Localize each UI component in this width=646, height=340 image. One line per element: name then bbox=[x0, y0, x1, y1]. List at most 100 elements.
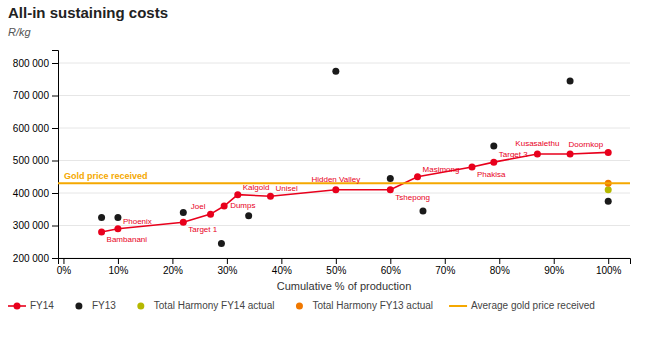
point-label: Kusasalethu bbox=[515, 139, 559, 148]
series bbox=[98, 149, 612, 236]
tick: 600 000 bbox=[13, 123, 58, 134]
tick-label: 90% bbox=[544, 265, 564, 276]
tick-label: 400 000 bbox=[13, 188, 50, 199]
point bbox=[207, 211, 214, 218]
tick-label: 100% bbox=[596, 265, 622, 276]
tick-mark bbox=[52, 96, 58, 97]
tick-mark bbox=[52, 63, 58, 64]
legend-swatch bbox=[137, 303, 144, 310]
point bbox=[267, 193, 274, 200]
legend-label: FY13 bbox=[92, 300, 116, 311]
tick-label: 800 000 bbox=[13, 58, 50, 69]
point-label: Hidden Valley bbox=[311, 175, 360, 184]
line bbox=[102, 152, 609, 232]
point bbox=[234, 191, 241, 198]
x-axis-title: Cumulative % of production bbox=[277, 280, 412, 292]
point bbox=[490, 159, 497, 166]
point bbox=[419, 207, 426, 214]
tick: 200 000 bbox=[13, 253, 58, 264]
grid-line bbox=[58, 128, 630, 129]
tick-label: 20% bbox=[163, 265, 183, 276]
point bbox=[567, 151, 574, 158]
labels: Gold price receivedBambananiPhoenixTarge… bbox=[64, 139, 604, 244]
tick: 60% bbox=[381, 258, 401, 276]
grid-line bbox=[58, 95, 630, 96]
tick: 90% bbox=[544, 258, 564, 276]
series bbox=[98, 68, 612, 247]
point-label: Kalgold bbox=[243, 183, 270, 192]
point-label: Bambanani bbox=[107, 235, 148, 244]
tick-label: 0% bbox=[57, 265, 72, 276]
tick: 20% bbox=[163, 258, 183, 276]
tick-label: 80% bbox=[490, 265, 510, 276]
point-label: Target 3 bbox=[499, 150, 528, 159]
tick: 100% bbox=[596, 258, 622, 276]
subtitle: R/kg bbox=[8, 26, 32, 38]
tick: 500 000 bbox=[13, 155, 58, 166]
legend-swatch bbox=[296, 303, 303, 310]
tick-mark bbox=[554, 258, 555, 264]
legend-label: FY14 bbox=[30, 300, 54, 311]
tick-label: 30% bbox=[217, 265, 237, 276]
point-label: Doornkop bbox=[569, 140, 604, 149]
tick-mark bbox=[608, 258, 609, 264]
point-label: Joel bbox=[191, 202, 206, 211]
point bbox=[221, 203, 228, 210]
point bbox=[605, 149, 612, 156]
point-label: Phakisa bbox=[477, 170, 506, 179]
tick-mark bbox=[499, 258, 500, 264]
legend-item: FY13 bbox=[75, 300, 116, 311]
tick-mark bbox=[390, 258, 391, 264]
tick-label: 50% bbox=[326, 265, 346, 276]
axis-line bbox=[52, 51, 59, 259]
point bbox=[218, 240, 225, 247]
point bbox=[114, 225, 121, 232]
tick: 800 000 bbox=[13, 58, 58, 69]
legend: FY14 FY13 Total Harmony FY14 actual Total H… bbox=[8, 300, 595, 311]
chart: All-in sustaining costs R/kg 0% 10% 20% 30% 40… bbox=[0, 0, 646, 340]
title: All-in sustaining costs bbox=[8, 4, 168, 21]
tick-label: 200 000 bbox=[13, 253, 50, 264]
tick: 400 000 bbox=[13, 188, 58, 199]
y-axis: 200 000 300 000 400 000 500 000 600 000 700 0… bbox=[13, 51, 59, 264]
point bbox=[414, 173, 421, 180]
legend-item: Total Harmony FY14 actual bbox=[137, 300, 274, 311]
grid-line bbox=[58, 160, 630, 161]
tick: 70% bbox=[435, 258, 455, 276]
legend-swatch bbox=[14, 303, 21, 310]
point bbox=[387, 186, 394, 193]
tick-mark bbox=[445, 258, 446, 264]
point bbox=[98, 214, 105, 221]
tick: 700 000 bbox=[13, 90, 58, 101]
tick: 10% bbox=[108, 258, 128, 276]
point bbox=[114, 214, 121, 221]
point bbox=[245, 212, 252, 219]
tick: 300 000 bbox=[13, 220, 58, 231]
tick-label: 10% bbox=[108, 265, 128, 276]
legend-swatch bbox=[449, 305, 467, 307]
point-label: Dumps bbox=[230, 201, 255, 210]
tick: 30% bbox=[217, 258, 237, 276]
tick-label: 70% bbox=[435, 265, 455, 276]
tick-mark bbox=[336, 258, 337, 264]
point-label: Masimong bbox=[423, 165, 460, 174]
point bbox=[332, 186, 339, 193]
tick-label: 300 000 bbox=[13, 220, 50, 231]
point-label: Target 1 bbox=[188, 225, 217, 234]
plot: 0% 10% 20% 30% 40% 50% 60% 70% 80% 90% 100% 200 000… bbox=[13, 51, 631, 277]
reference-label: Gold price received bbox=[64, 171, 148, 181]
tick-mark bbox=[52, 193, 58, 194]
point bbox=[490, 142, 497, 149]
tick-mark bbox=[63, 258, 64, 264]
tick: 40% bbox=[272, 258, 292, 276]
point-label: Unisel bbox=[275, 184, 297, 193]
legend-item: Total Harmony FY13 actual bbox=[296, 300, 433, 311]
point bbox=[180, 209, 187, 216]
point bbox=[567, 77, 574, 84]
tick-mark bbox=[52, 128, 58, 129]
legend-label: Average gold price received bbox=[471, 300, 595, 311]
legend-label: Total Harmony FY13 actual bbox=[312, 300, 433, 311]
grid-line bbox=[58, 193, 630, 194]
point bbox=[534, 151, 541, 158]
marks bbox=[58, 68, 630, 247]
